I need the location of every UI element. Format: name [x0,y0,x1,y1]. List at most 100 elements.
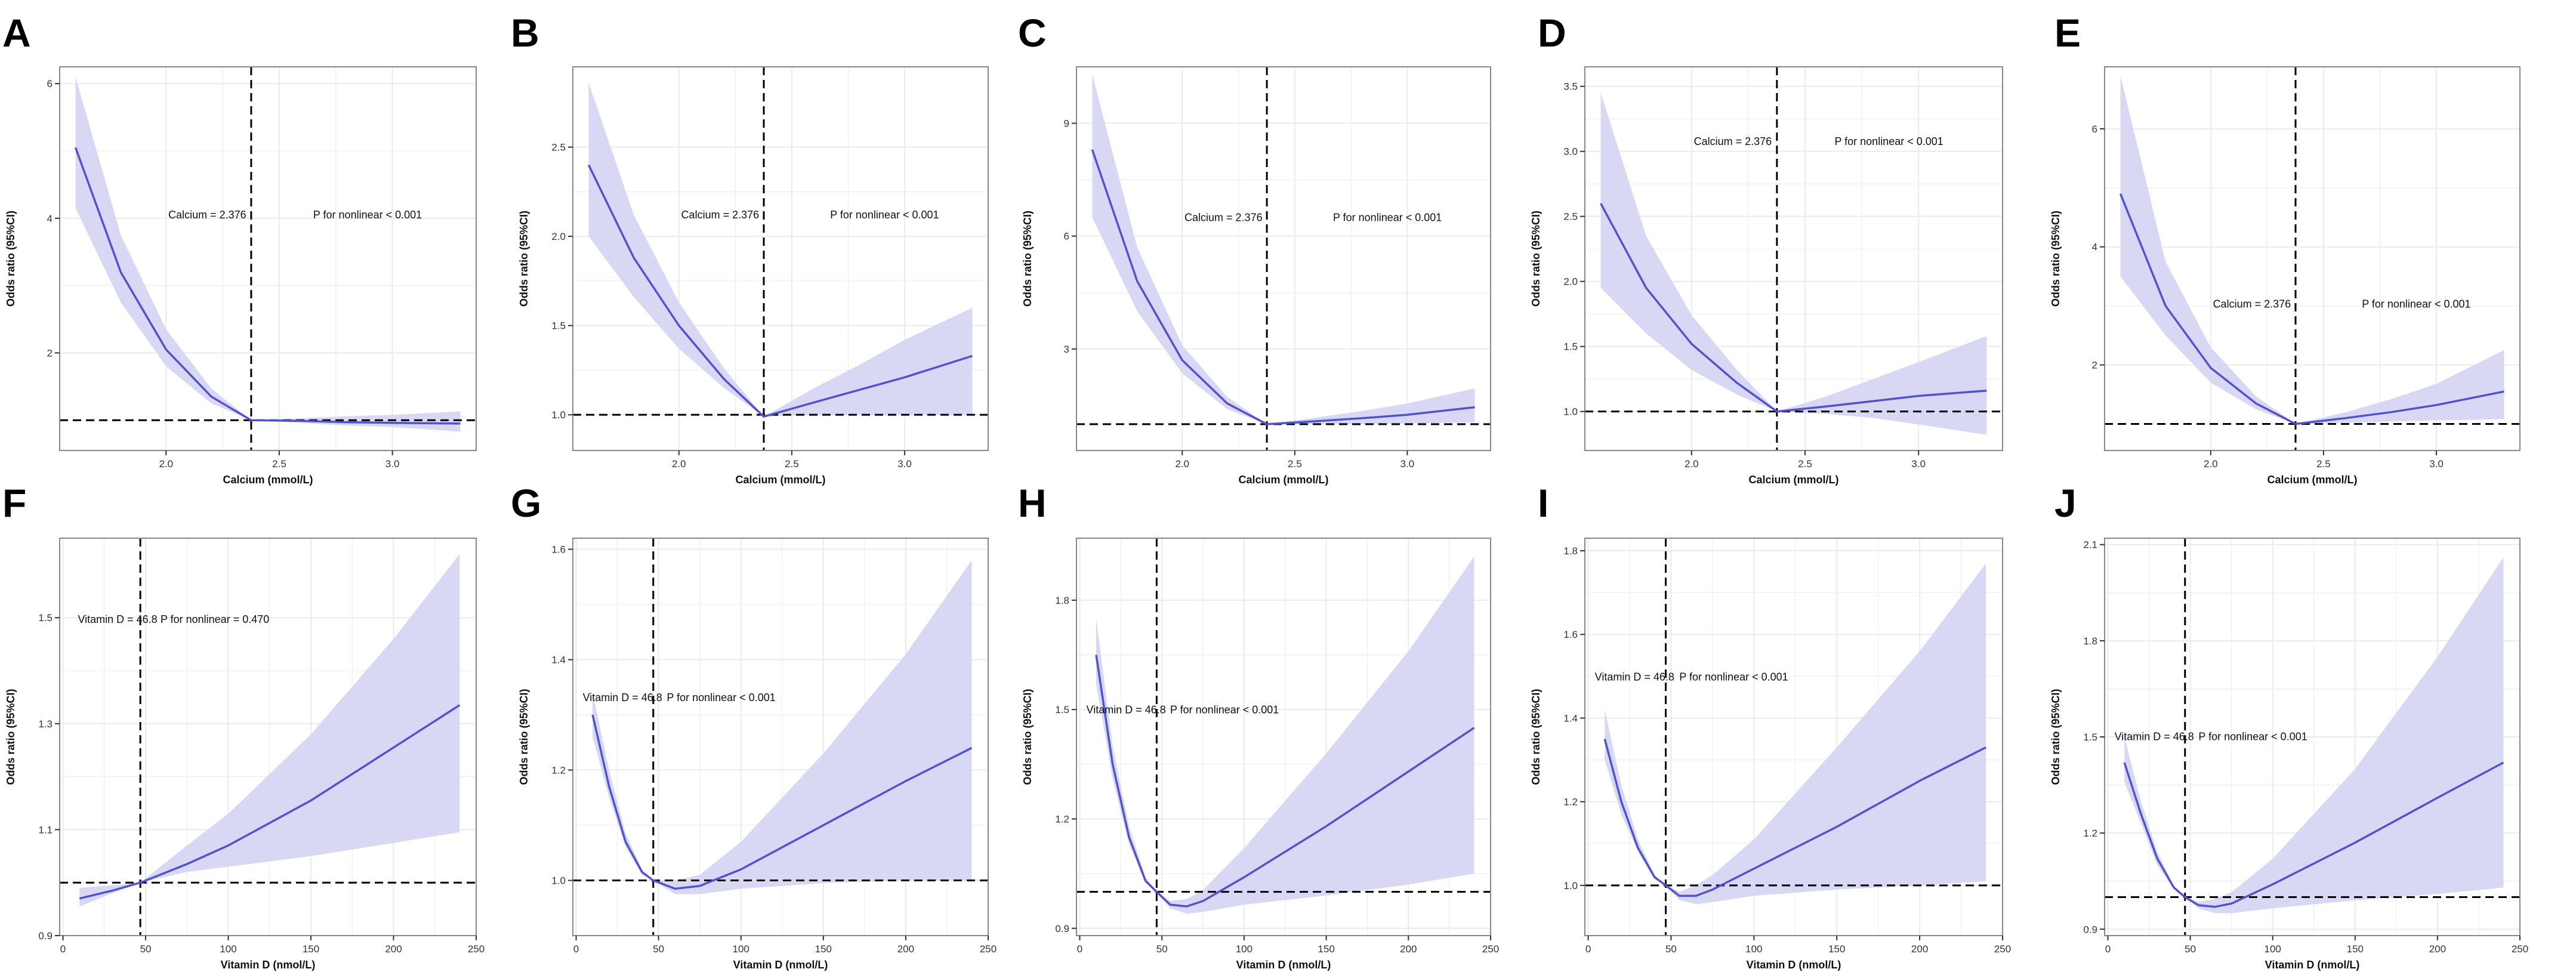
panel-letter: A [2,11,31,55]
x-tick-label: 250 [2512,943,2528,955]
panel-b: B 2.0 2.5 3.0 1.0 1.5 2.0 2.5 Calcium (mmol/L) Od… [511,11,989,486]
ci-band [1605,563,1986,905]
x-tick-label: 250 [1482,943,1499,955]
or-curve [74,147,461,425]
x-tick-label: 100 [1745,943,1762,955]
annotation: P for nonlinear < 0.001 [1834,135,1943,147]
annotation: P for nonlinear < 0.001 [313,209,422,221]
y-tick-label: 1.5 [38,612,53,624]
ci-band [2124,557,2504,914]
x-tick-label: 2.5 [272,458,286,470]
panel-letter: B [511,11,539,55]
x-axis-title: Calcium (mmol/L) [735,474,825,486]
x-tick-label: 100 [733,943,749,955]
y-tick-label: 2.1 [2083,539,2097,551]
plot-frame [59,538,477,936]
x-tick-label: 200 [897,943,914,955]
y-tick-label: 1.8 [2083,635,2097,647]
ci-band [1092,74,1475,424]
y-tick-label: 9 [1064,118,1069,129]
y-tick-label: 2.0 [1563,276,1578,288]
y-tick-label: 1.6 [551,544,566,556]
y-tick-label: 0.9 [2083,924,2097,935]
y-tick-label: 1.5 [551,320,566,332]
x-tick-label: 150 [1318,943,1334,955]
x-axis-title: Vitamin D (nmol/L) [2265,959,2360,971]
annotation: P for nonlinear < 0.001 [830,209,939,221]
plot-frame [1584,66,2003,451]
ci-band [593,560,972,894]
y-tick-label: 1.5 [1055,704,1069,715]
x-tick-label: 2.5 [2316,458,2331,470]
x-tick-label: 3.0 [1400,458,1415,470]
plot-frame [572,538,989,936]
y-tick-label: 1.1 [38,824,53,835]
x-tick-label: 200 [385,943,402,955]
or-curve [1095,655,1475,908]
or-curve [587,164,973,418]
y-tick-label: 2.5 [551,142,566,153]
x-tick-label: 0 [1077,943,1082,955]
y-tick-label: 3 [1064,344,1069,355]
x-tick-label: 250 [1994,943,2011,955]
y-tick-label: 2 [2092,360,2097,371]
annotation: P for nonlinear < 0.001 [1170,703,1279,715]
y-tick-label: 1.0 [551,409,566,421]
x-tick-label: 0 [573,943,579,955]
annotation: P for nonlinear < 0.001 [1679,671,1788,683]
y-tick-label: 1.3 [38,718,53,730]
x-tick-label: 150 [815,943,832,955]
annotation: Calcium = 2.376 [168,209,246,221]
y-axis-title: Odds ratio (95%CI) [1022,211,1034,307]
annotation: P for nonlinear < 0.001 [667,692,775,703]
x-axis-title: Vitamin D (nmol/L) [221,959,316,971]
x-tick-label: 250 [468,943,485,955]
x-tick-label: 3.0 [385,458,400,470]
x-axis-title: Vitamin D (nmol/L) [733,959,828,971]
y-axis-title: Odds ratio (95%CI) [518,689,530,785]
plot-frame [1584,538,2003,936]
x-tick-label: 50 [2185,943,2196,955]
panel-i: I 0 50 100 150 200 250 1.0 1.2 1.4 1.6 1.8 Vitamin D… [1530,481,2011,971]
x-tick-label: 0 [1585,943,1591,955]
panel-c: C 2.0 2.5 3.0 3 6 9 Calcium (mmol/L) Odds ratio … [1018,11,1491,486]
x-axis-title: Calcium (mmol/L) [1748,474,1838,486]
plot-frame [1076,538,1491,936]
panel-letter: F [2,481,26,525]
panel-letter: I [1538,481,1548,525]
y-tick-label: 1.5 [1563,341,1578,353]
y-axis-title: Odds ratio (95%CI) [5,689,17,785]
y-tick-label: 4 [2092,242,2097,253]
y-tick-label: 1.6 [1563,629,1578,640]
y-tick-label: 1.5 [2083,732,2097,743]
x-tick-label: 50 [1665,943,1677,955]
y-tick-label: 1.0 [1563,406,1578,418]
x-tick-label: 2.0 [2204,458,2218,470]
plot-frame [59,66,477,451]
panel-letter: D [1538,11,1566,55]
y-tick-label: 4 [47,213,53,224]
y-tick-label: 1.4 [1563,712,1578,724]
x-tick-label: 200 [1911,943,1928,955]
x-axis-title: Calcium (mmol/L) [1238,474,1328,486]
x-tick-label: 2.0 [159,458,173,470]
x-tick-label: 150 [303,943,319,955]
ci-band [79,554,460,907]
annotation: Calcium = 2.376 [1184,211,1263,223]
or-curve [79,704,461,900]
x-tick-label: 3.0 [897,458,912,470]
y-axis-title: Odds ratio (95%CI) [5,211,17,307]
ci-band [1096,556,1474,914]
x-tick-label: 50 [140,943,152,955]
y-tick-label: 6 [2092,124,2097,135]
panel-letter: H [1018,481,1047,525]
x-tick-label: 2.5 [1288,458,1302,470]
y-tick-label: 1.2 [1055,813,1069,825]
y-tick-label: 3.5 [1563,81,1578,92]
annotation: Calcium = 2.376 [681,209,760,221]
x-tick-label: 2.0 [1685,458,1699,470]
panel-j: J 0 50 100 150 200 250 0.9 1.2 1.5 1.8 2.1 Vitamin D… [2050,481,2528,971]
annotation: Vitamin D = 46.8 [78,613,157,625]
x-tick-label: 3.0 [1911,458,1926,470]
